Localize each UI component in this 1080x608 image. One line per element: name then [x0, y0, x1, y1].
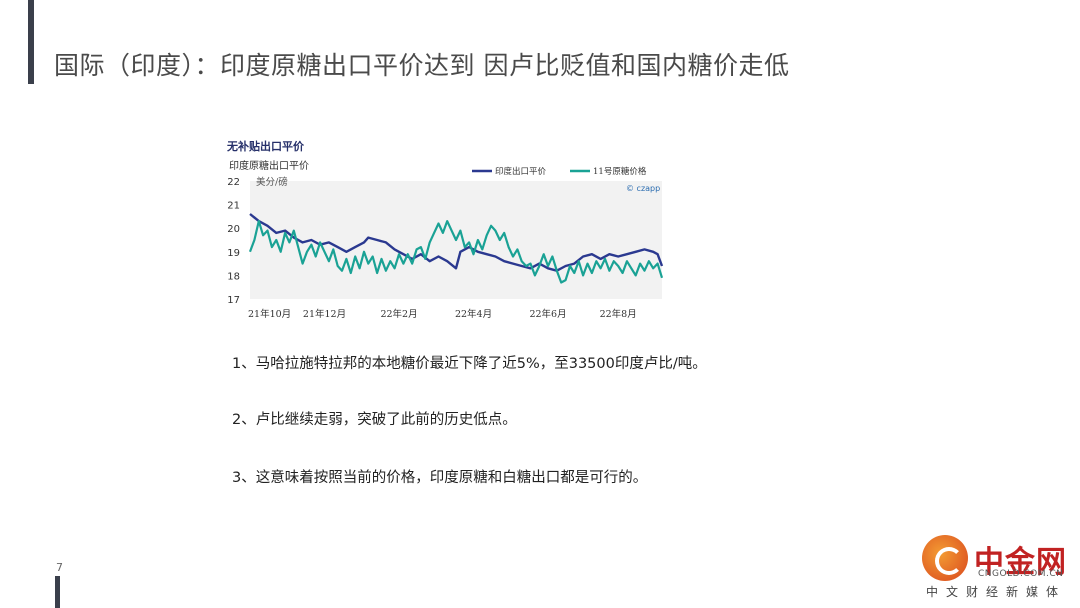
logo-english-text: CNGOLD.COM.CN — [978, 569, 1064, 579]
y-tick-label: 17 — [227, 295, 240, 306]
chart-container: 无补贴出口平价 印度原糖出口平价 22 21 20 19 18 17 美分/磅 21年10月 2… — [222, 138, 668, 324]
y-tick-label: 21 — [227, 201, 240, 212]
chart-title: 印度原糖出口平价 — [229, 161, 309, 172]
page-number: 7 — [56, 561, 63, 574]
logo-icon — [922, 535, 968, 581]
logo-main-text: 中金网 — [974, 545, 1067, 580]
series-line-2 — [248, 220, 664, 284]
chart-source: © czapp — [626, 184, 660, 193]
y-tick-label: 22 — [227, 177, 240, 188]
accent-bar-bottom — [55, 576, 60, 608]
legend-label-2: 11号原糖价格 — [593, 166, 647, 177]
bullet-point-1: 1、马哈拉施特拉邦的本地糖价最近下降了近5%，至33500印度卢比/吨。 — [232, 356, 707, 372]
x-tick-label: 22年8月 — [600, 308, 637, 320]
brand-logo: 中金网 CNGOLD.COM.CN 中文财经新媒体 — [906, 535, 1076, 605]
legend-label-1: 印度出口平价 — [495, 166, 547, 177]
page-title: 国际（印度）：印度原糖出口平价达到 因卢比贬值和国内糖价走低 — [54, 51, 790, 80]
x-tick-label: 21年10月 — [248, 308, 291, 320]
x-tick-label: 22年4月 — [455, 308, 492, 320]
y-axis-label: 美分/磅 — [256, 176, 288, 188]
x-tick-label: 21年12月 — [303, 308, 346, 320]
y-tick-label: 20 — [227, 224, 240, 235]
y-tick-label: 19 — [227, 248, 240, 259]
accent-bar-top — [28, 0, 34, 84]
y-tick-label: 18 — [227, 271, 240, 282]
chart-heading: 无补贴出口平价 — [227, 140, 304, 153]
x-tick-label: 22年2月 — [380, 308, 417, 320]
x-tick-label: 22年6月 — [529, 308, 566, 320]
bullet-point-3: 3、这意味着按照当前的价格，印度原糖和白糖出口都是可行的。 — [232, 470, 648, 486]
bullet-point-2: 2、卢比继续走弱，突破了此前的历史低点。 — [232, 412, 517, 428]
line-chart: 22 21 20 19 18 17 美分/磅 21年10月 21年12月 22年2月 22年4月 22… — [227, 166, 664, 320]
logo-tagline: 中文财经新媒体 — [926, 585, 1067, 599]
